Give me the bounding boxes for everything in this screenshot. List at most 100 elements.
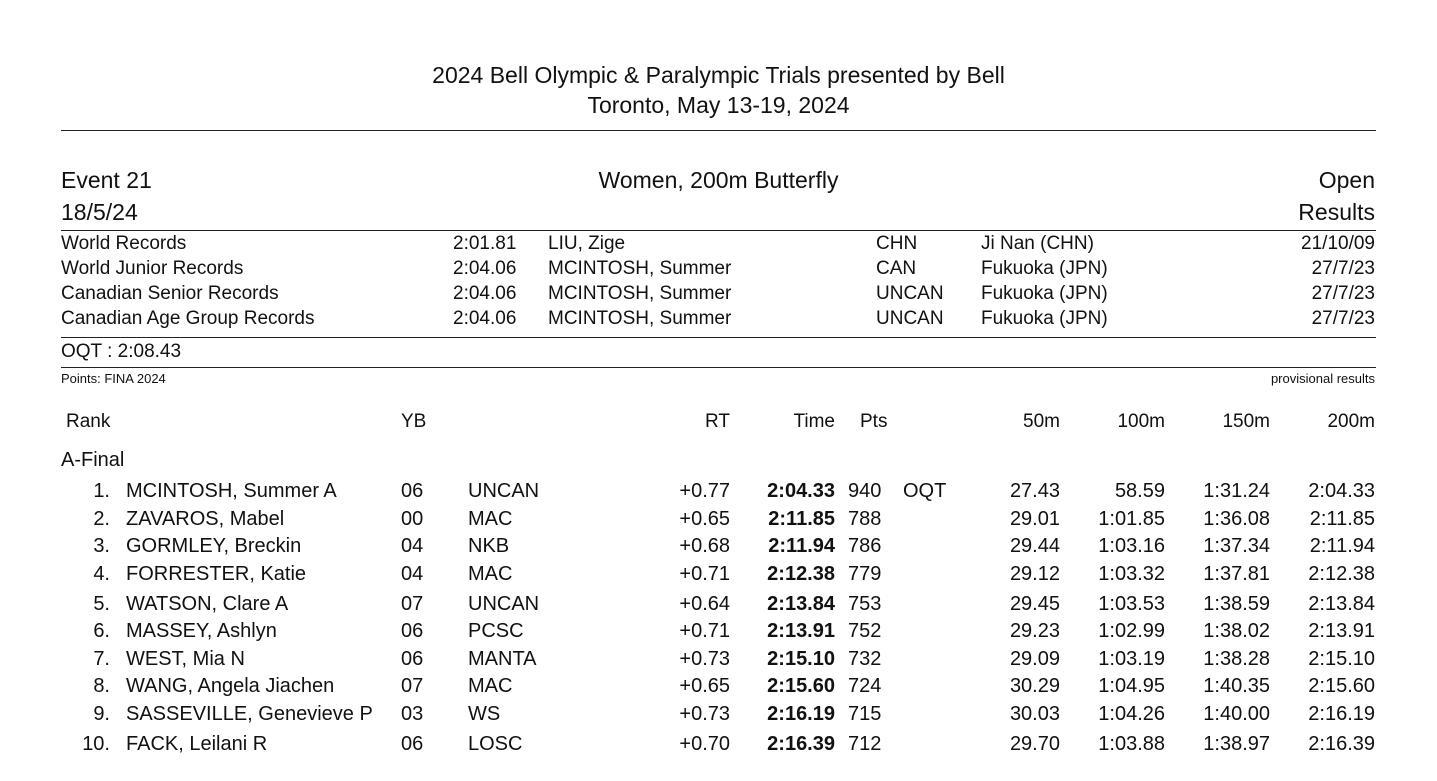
record-holder: MCINTOSH, Summer (548, 283, 732, 304)
reaction-time: +0.71 (679, 620, 730, 642)
final-time: 2:13.84 (767, 593, 835, 615)
split-50m: 29.70 (1009, 733, 1060, 755)
final-time: 2:12.38 (767, 563, 835, 585)
reaction-time: +0.70 (679, 733, 730, 755)
year-born: 07 (401, 675, 424, 697)
divider (61, 230, 1376, 231)
club: PCSC (468, 620, 524, 642)
event-name: Women, 200m Butterfly (598, 167, 839, 193)
reaction-time: +0.68 (679, 535, 730, 557)
section-title: A-Final (61, 449, 125, 471)
split-200m: 2:13.84 (1308, 593, 1375, 615)
swimmer-name: MASSEY, Ashlyn (126, 620, 277, 642)
rank: 2. (93, 508, 110, 530)
divider (61, 337, 1376, 338)
split-150m: 1:37.34 (1203, 535, 1270, 557)
club: UNCAN (468, 593, 540, 615)
swimmer-name: ZAVAROS, Mabel (126, 508, 285, 530)
reaction-time: +0.73 (679, 703, 730, 725)
split-150m: 1:36.08 (1203, 508, 1270, 530)
record-holder: MCINTOSH, Summer (548, 308, 732, 329)
club: MANTA (468, 648, 537, 670)
record-date: 27/7/23 (1311, 283, 1375, 304)
split-50m: 29.09 (1009, 648, 1060, 670)
final-time: 2:11.94 (768, 535, 835, 557)
points: 752 (848, 620, 882, 642)
rank: 7. (93, 648, 110, 670)
split-150m: 1:38.97 (1203, 733, 1270, 755)
record-time: 2:04.06 (453, 308, 517, 329)
final-time: 2:16.39 (767, 733, 835, 755)
record-label: World Records (61, 233, 187, 254)
points: 940 (848, 480, 882, 502)
rank: 4. (93, 563, 110, 585)
provisional-note: provisional results (1270, 371, 1375, 386)
club: MAC (468, 508, 513, 530)
split-200m: 2:15.60 (1308, 675, 1375, 697)
club: MAC (468, 563, 513, 585)
year-born: 06 (401, 648, 424, 670)
points: 779 (848, 563, 882, 585)
col-200m: 200m (1327, 411, 1375, 432)
qualification: OQT (903, 480, 947, 502)
record-label: Canadian Age Group Records (61, 308, 315, 329)
event-status: Results (1298, 199, 1375, 225)
final-time: 2:15.60 (767, 675, 835, 697)
split-150m: 1:37.81 (1203, 563, 1270, 585)
rank: 6. (93, 620, 110, 642)
split-50m: 30.03 (1009, 703, 1060, 725)
final-time: 2:04.33 (767, 480, 835, 502)
rank: 8. (93, 675, 110, 697)
split-150m: 1:38.59 (1203, 593, 1270, 615)
split-200m: 2:04.33 (1308, 480, 1375, 502)
record-date: 27/7/23 (1311, 308, 1375, 329)
split-200m: 2:15.10 (1308, 648, 1375, 670)
points: 753 (848, 593, 882, 615)
split-150m: 1:40.35 (1203, 675, 1270, 697)
col-50m: 50m (1023, 411, 1060, 432)
split-100m: 1:03.16 (1098, 535, 1165, 557)
year-born: 06 (401, 480, 424, 502)
split-200m: 2:16.19 (1308, 703, 1375, 725)
reaction-time: +0.73 (679, 648, 730, 670)
split-50m: 29.23 (1009, 620, 1060, 642)
split-200m: 2:12.38 (1308, 563, 1375, 585)
points: 732 (848, 648, 882, 670)
split-100m: 1:03.19 (1098, 648, 1165, 670)
record-holder: MCINTOSH, Summer (548, 258, 732, 279)
split-50m: 27.43 (1009, 480, 1060, 502)
split-150m: 1:38.28 (1203, 648, 1270, 670)
event-date: 18/5/24 (61, 199, 138, 225)
split-150m: 1:38.02 (1203, 620, 1270, 642)
col-100m: 100m (1117, 411, 1165, 432)
record-label: World Junior Records (61, 258, 244, 279)
record-time: 2:04.06 (453, 283, 517, 304)
record-code: CHN (876, 233, 918, 254)
club: UNCAN (468, 480, 540, 502)
event-category: Open (1318, 167, 1375, 193)
record-date: 21/10/09 (1301, 233, 1375, 254)
split-50m: 30.29 (1009, 675, 1060, 697)
col-time: Time (793, 411, 835, 432)
record-time: 2:04.06 (453, 258, 517, 279)
record-holder: LIU, Zige (548, 233, 626, 254)
year-born: 00 (401, 508, 424, 530)
final-time: 2:11.85 (768, 508, 835, 530)
swimmer-name: WATSON, Clare A (126, 593, 289, 615)
final-time: 2:16.19 (767, 703, 835, 725)
reaction-time: +0.77 (679, 480, 730, 502)
split-50m: 29.01 (1009, 508, 1060, 530)
split-100m: 1:01.85 (1098, 508, 1165, 530)
rank: 1. (93, 480, 110, 502)
points: 715 (848, 703, 882, 725)
reaction-time: +0.65 (679, 508, 730, 530)
reaction-time: +0.65 (679, 675, 730, 697)
record-place: Fukuoka (JPN) (981, 283, 1108, 304)
record-place: Fukuoka (JPN) (981, 258, 1108, 279)
split-100m: 1:03.32 (1098, 563, 1165, 585)
year-born: 06 (401, 620, 424, 642)
year-born: 04 (401, 563, 424, 585)
reaction-time: +0.71 (679, 563, 730, 585)
record-date: 27/7/23 (1311, 258, 1375, 279)
rank: 3. (93, 535, 110, 557)
